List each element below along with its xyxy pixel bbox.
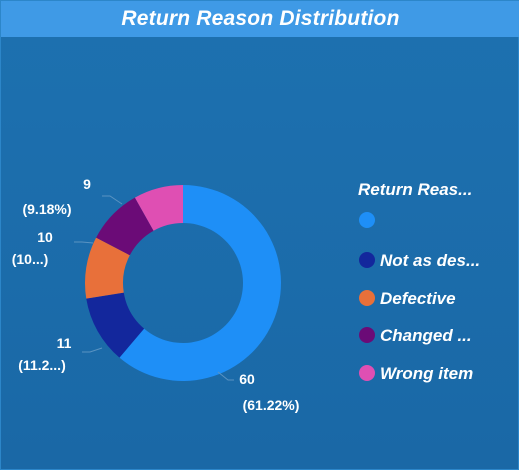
data-label-value-2: 10: [37, 229, 53, 245]
leader-line-0: [217, 371, 234, 381]
data-label-value-3: 9: [83, 176, 91, 192]
pie-slice-3[interactable]: [96, 197, 154, 256]
legend-title: Return Reas...: [358, 180, 472, 199]
leader-line-1: [82, 347, 103, 353]
legend-label-1[interactable]: Not as des...: [380, 251, 480, 270]
data-label-percent-2: (10...): [12, 251, 49, 267]
pie-slice-1[interactable]: [86, 292, 145, 358]
legend-marker-0[interactable]: [359, 212, 375, 228]
legend-marker-3[interactable]: [359, 327, 375, 343]
title-bar: Return Reason Distribution: [1, 1, 519, 37]
data-label-value-1: 11: [57, 335, 72, 351]
pie-slice-4[interactable]: [134, 185, 183, 231]
pie-slice-0[interactable]: [119, 185, 281, 381]
legend-marker-1[interactable]: [359, 252, 375, 268]
leader-line-2: [74, 241, 94, 244]
data-label-percent-0: (61.22%): [243, 397, 300, 413]
legend-marker-4[interactable]: [359, 365, 375, 381]
data-label-value-0: 60: [239, 371, 255, 387]
legend-label-4[interactable]: Wrong item: [380, 364, 473, 383]
pie-slice-2[interactable]: [85, 237, 130, 299]
legend-marker-2[interactable]: [359, 290, 375, 306]
data-label-percent-3: (9.18%): [22, 201, 71, 217]
chart-title: Return Reason Distribution: [121, 7, 400, 30]
legend-label-3[interactable]: Changed ...: [380, 326, 472, 345]
leader-line-3: [102, 195, 123, 205]
data-label-percent-1: (11.2...): [18, 357, 65, 373]
legend-label-2[interactable]: Defective: [380, 289, 456, 308]
